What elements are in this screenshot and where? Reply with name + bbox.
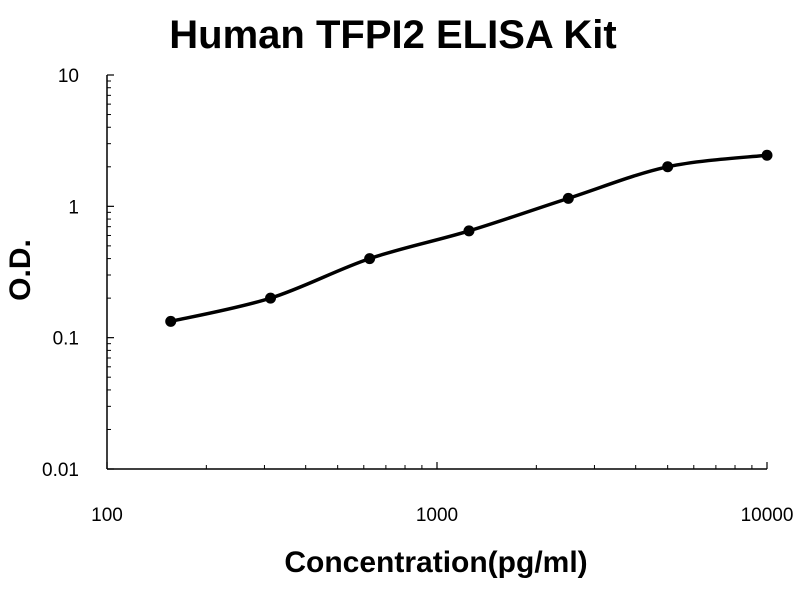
data-point <box>562 192 574 204</box>
data-points <box>165 149 773 327</box>
y-tick-label: 0.1 <box>53 329 79 350</box>
data-point <box>463 225 475 237</box>
x-tick-label: 1000 <box>416 505 458 526</box>
x-tick-label: 100 <box>91 505 123 526</box>
x-tick-label: 10000 <box>741 505 794 526</box>
y-axis-title-group: O.D. <box>4 239 37 301</box>
tick-labels: 0.01 0.1 1 10 100 1000 10000 <box>42 66 793 526</box>
y-tick-label: 10 <box>58 66 79 87</box>
x-axis-title: Concentration(pg/ml) <box>284 546 587 579</box>
fit-curve <box>168 153 769 324</box>
axes <box>106 75 767 470</box>
data-point <box>165 315 177 327</box>
y-tick-label: 1 <box>68 197 79 218</box>
data-point <box>364 253 376 265</box>
y-axis-title: O.D. <box>4 239 37 301</box>
fit-curve-layer <box>168 153 769 324</box>
ticks <box>106 74 768 470</box>
chart-title: Human TFPI2 ELISA Kit <box>169 13 616 57</box>
y-tick-label: 0.01 <box>42 460 79 481</box>
data-point <box>265 292 277 304</box>
data-point <box>761 149 773 161</box>
data-point <box>662 161 674 173</box>
